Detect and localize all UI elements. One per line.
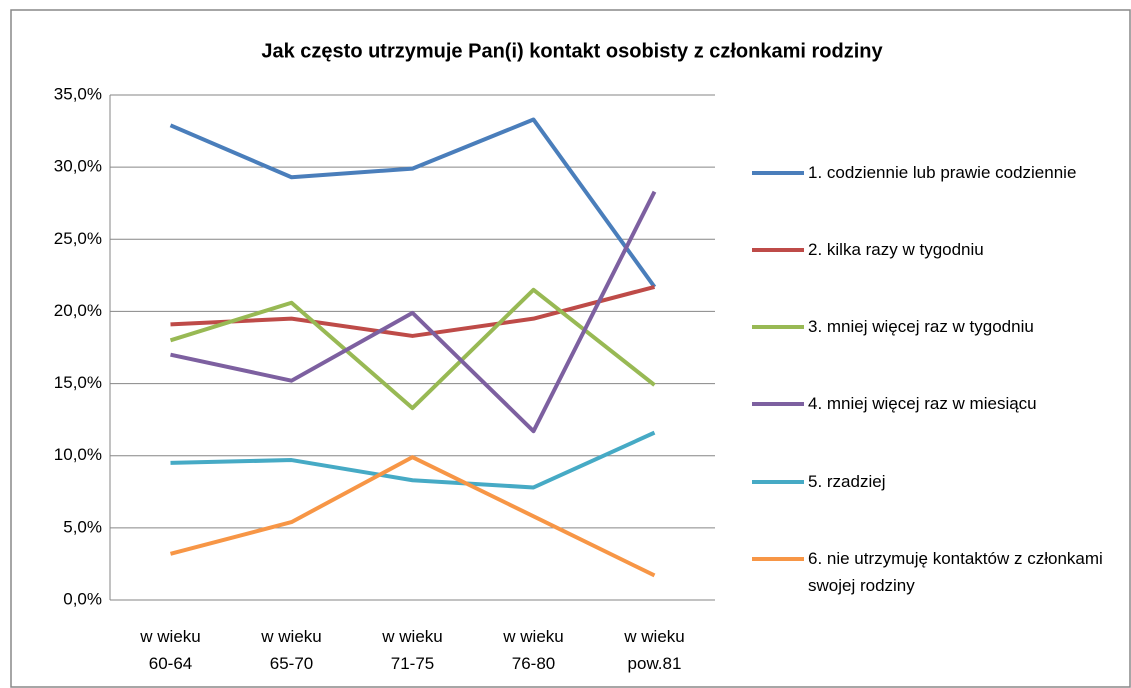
y-tick-label: 30,0% xyxy=(54,157,102,176)
legend-label: 1. codziennie lub prawie codziennie xyxy=(808,163,1077,182)
chart-title: Jak często utrzymuje Pan(i) kontakt osob… xyxy=(261,40,883,62)
y-tick-label: 35,0% xyxy=(54,84,102,103)
y-tick-label: 0,0% xyxy=(63,589,102,608)
legend-label: 6. nie utrzymuję kontaktów z członkami s… xyxy=(808,549,1103,595)
series-line xyxy=(169,117,657,289)
legend-label: 2. kilka razy w tygodniu xyxy=(808,240,984,259)
x-tick-label: w wieku pow.81 xyxy=(623,627,684,673)
chart-border xyxy=(10,9,1131,688)
x-tick-label: w wieku 60-64 xyxy=(139,627,200,673)
legend-label: 4. mniej więcej raz w miesiącu xyxy=(808,394,1037,413)
x-tick-label: w wieku 65-70 xyxy=(260,627,321,673)
y-tick-label: 10,0% xyxy=(54,445,102,464)
series-line xyxy=(169,287,656,411)
y-tick-label: 20,0% xyxy=(54,301,102,320)
y-tick-label: 5,0% xyxy=(63,517,102,536)
series-line xyxy=(169,455,656,578)
legend-label: 5. rzadziej xyxy=(808,472,886,491)
x-tick-label: w wieku 76-80 xyxy=(502,627,563,673)
series-line xyxy=(170,430,656,490)
series-line xyxy=(170,284,656,338)
y-tick-label: 15,0% xyxy=(54,373,102,392)
series-line xyxy=(170,190,657,434)
y-tick-label: 25,0% xyxy=(54,229,102,248)
legend-label: 3. mniej więcej raz w tygodniu xyxy=(808,317,1034,336)
x-tick-label: w wieku 71-75 xyxy=(381,627,442,673)
